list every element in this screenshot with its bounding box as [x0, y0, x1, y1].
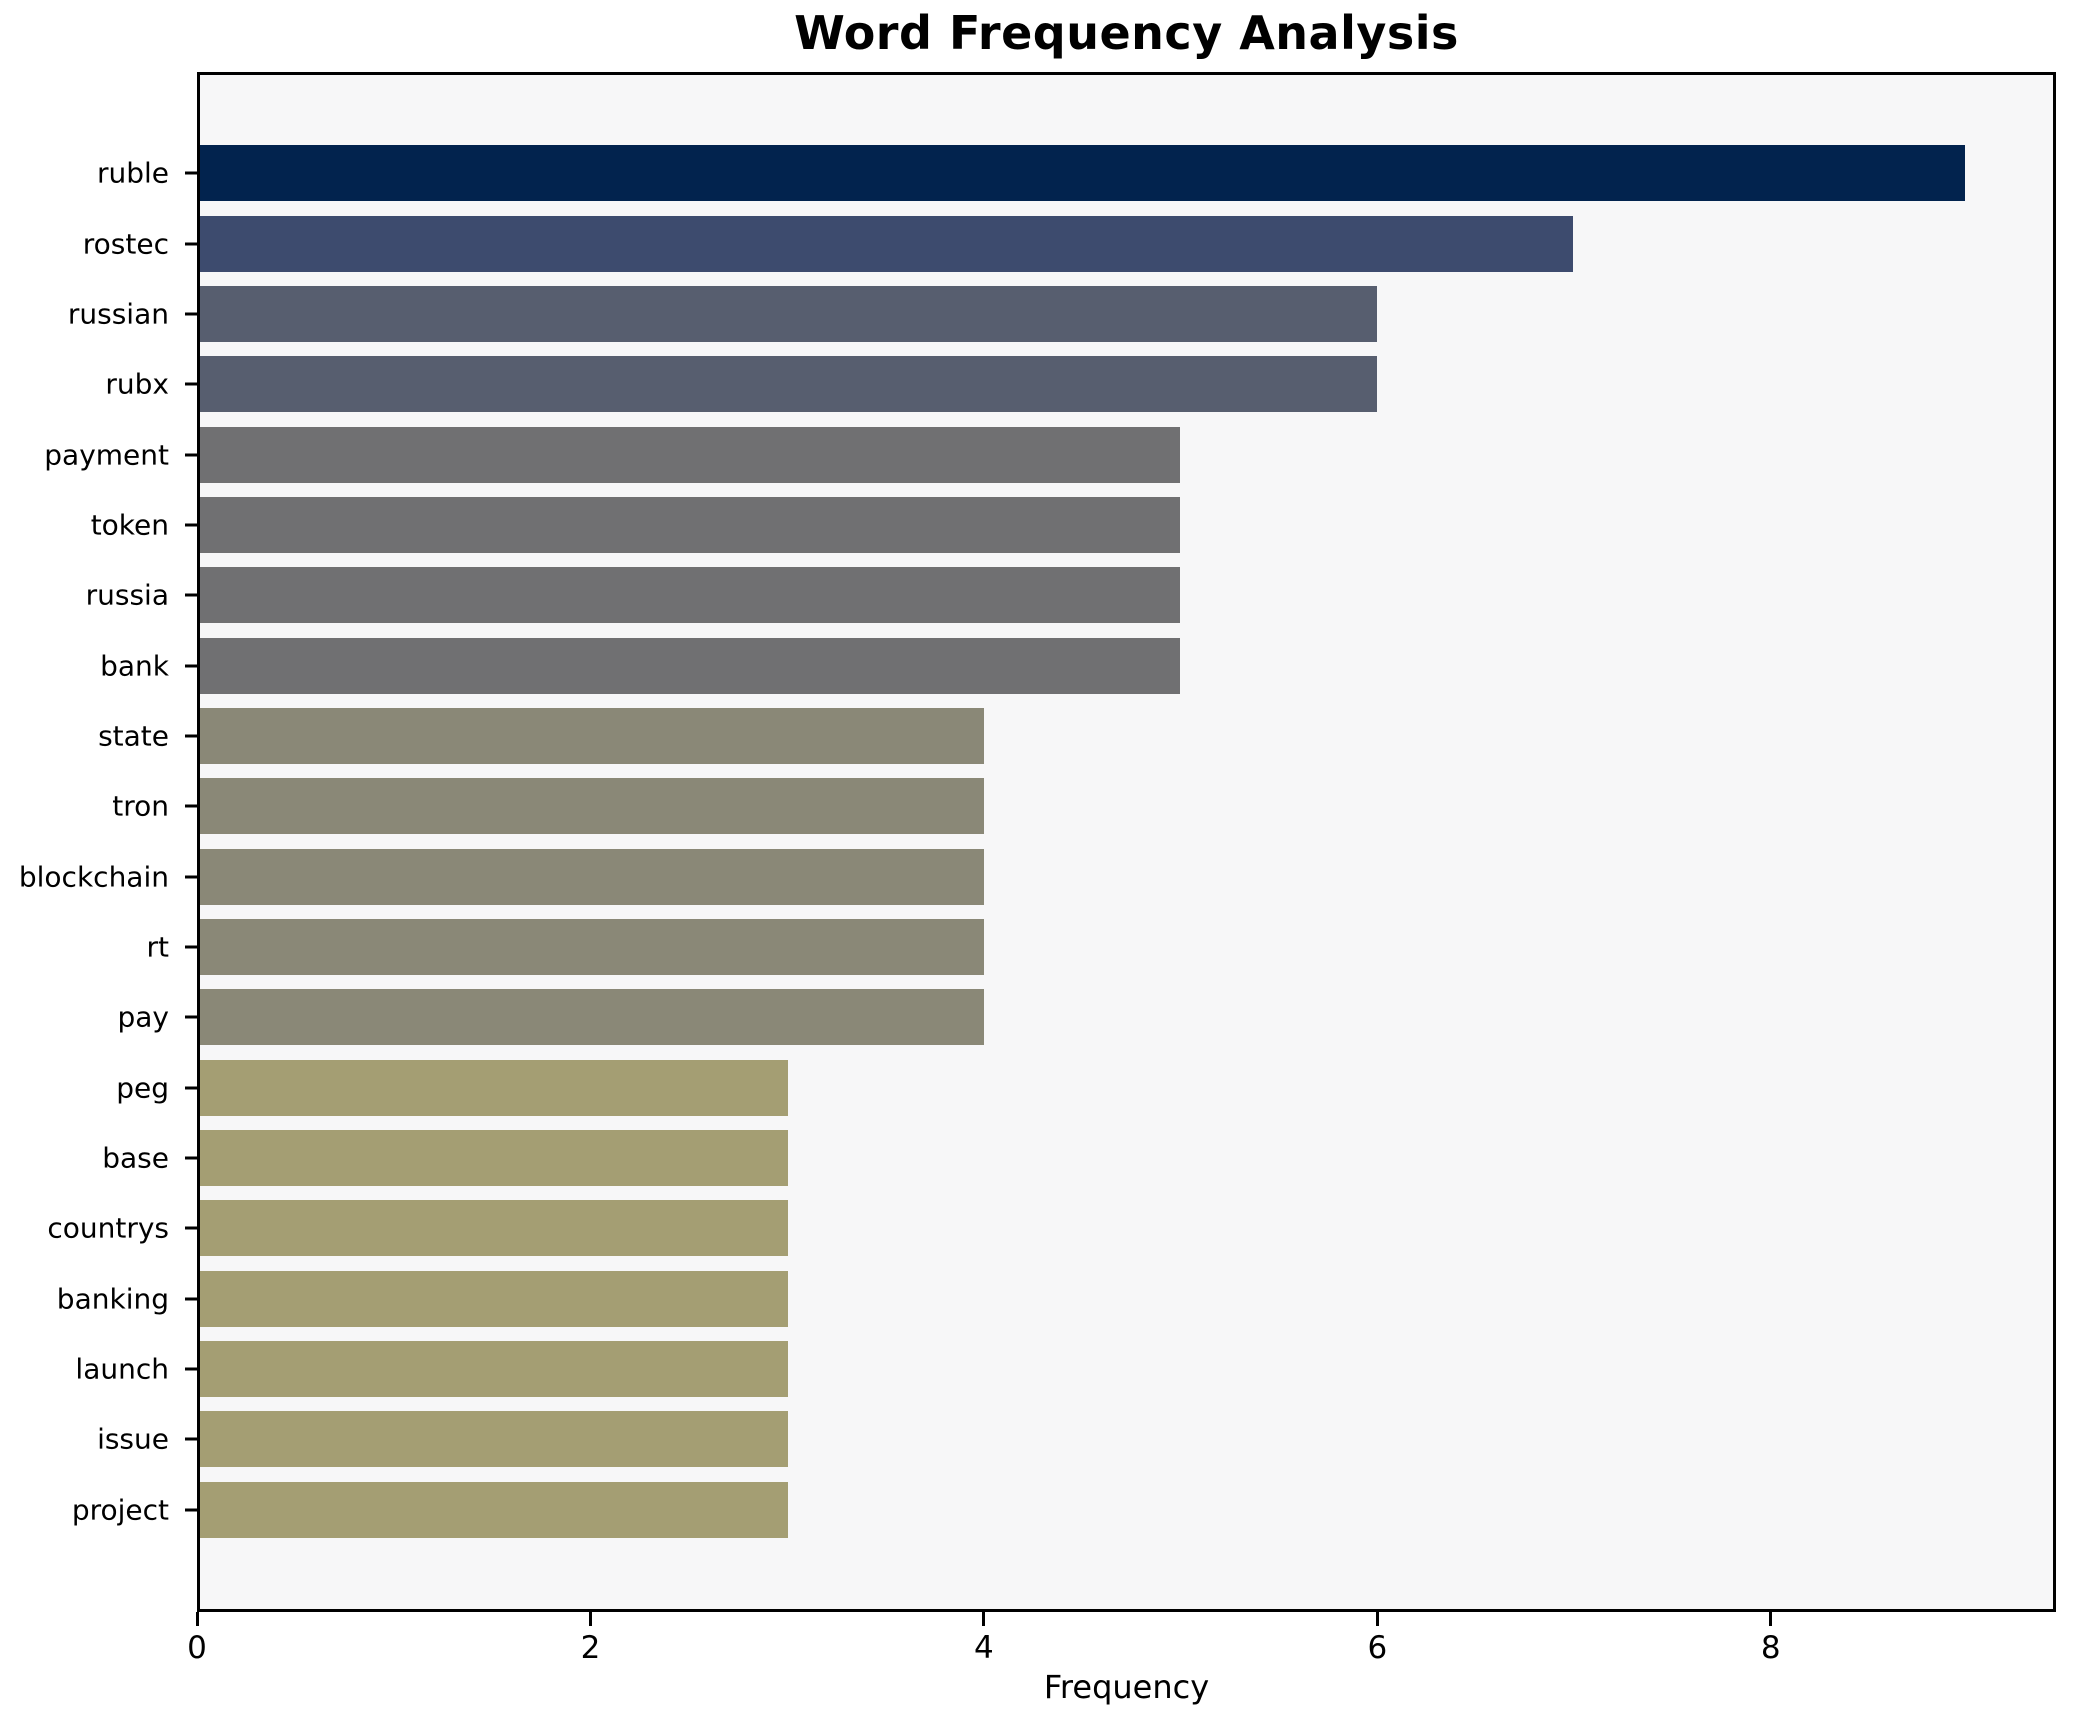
y-tick-mark	[185, 804, 197, 808]
x-tick-mark	[1769, 1612, 1773, 1626]
y-tick-mark	[185, 664, 197, 668]
y-axis-label: banking	[56, 1282, 169, 1316]
bar-pay	[200, 989, 985, 1046]
x-tick-label: 0	[187, 1630, 207, 1666]
x-tick-mark	[982, 1612, 986, 1626]
plot-area: ruble rostec russian rubx payment token russia…	[19, 72, 2056, 1612]
bar-russia	[200, 567, 1181, 624]
bar-row: project	[72, 1475, 2053, 1545]
y-tick-mark	[185, 453, 197, 457]
bar-issue	[200, 1411, 789, 1468]
y-axis-label: state	[98, 719, 169, 753]
bar-row: issue	[97, 1404, 2053, 1474]
y-axis-label: issue	[97, 1422, 169, 1456]
y-tick-mark	[185, 1156, 197, 1160]
bar-row: state	[98, 701, 2053, 771]
bar-banking	[200, 1270, 789, 1327]
bar-bank	[200, 637, 1181, 694]
bar-base	[200, 1129, 789, 1186]
bar-row: countrys	[47, 1193, 2053, 1263]
y-axis-label: russian	[67, 297, 169, 331]
bar-rostec	[200, 215, 1573, 272]
y-tick-mark	[185, 1297, 197, 1301]
y-axis-label: peg	[116, 1071, 169, 1105]
bar-rubx	[200, 356, 1377, 413]
bar-row: russian	[68, 279, 2053, 349]
bar-ruble	[200, 145, 1965, 202]
y-axis-label: project	[71, 1493, 169, 1527]
chart-title: Word Frequency Analysis	[794, 6, 1459, 60]
x-tick-label: 6	[1367, 1630, 1388, 1666]
bar-state	[200, 707, 985, 764]
y-axis-label: launch	[75, 1352, 169, 1386]
y-tick-mark	[185, 242, 197, 246]
y-tick-mark	[185, 1367, 197, 1371]
bar-row: banking	[57, 1264, 2053, 1334]
bar-payment	[200, 426, 1181, 483]
y-tick-mark	[185, 1015, 197, 1019]
y-axis-label: rubx	[105, 367, 169, 401]
y-axis-label: tron	[112, 789, 169, 823]
x-axis-title: Frequency	[1043, 1668, 1210, 1706]
bar-countrys	[200, 1200, 789, 1257]
y-axis-label: token	[90, 508, 169, 542]
y-tick-mark	[185, 1086, 197, 1090]
bar-row: rubx	[105, 349, 2053, 419]
bar-project	[200, 1481, 789, 1538]
bar-russian	[200, 285, 1377, 342]
y-axis-label: russia	[85, 578, 169, 612]
y-axis-label: rt	[146, 930, 170, 964]
bar-row: peg	[116, 1052, 2053, 1122]
y-tick-mark	[185, 382, 197, 386]
y-axis-label: bank	[100, 649, 169, 683]
y-tick-mark	[185, 593, 197, 597]
y-tick-mark	[185, 1508, 197, 1512]
y-tick-mark	[185, 523, 197, 527]
y-axis-label: base	[102, 1141, 169, 1175]
y-tick-mark	[185, 734, 197, 738]
bar-row: blockchain	[19, 841, 2053, 911]
y-tick-mark	[185, 1437, 197, 1441]
y-tick-mark	[185, 945, 197, 949]
bar-row: bank	[100, 630, 2053, 700]
y-axis-label: blockchain	[18, 860, 169, 894]
y-tick-mark	[185, 875, 197, 879]
bar-row: ruble	[97, 138, 2053, 208]
y-tick-mark	[185, 171, 197, 175]
y-axis-label: countrys	[47, 1211, 169, 1245]
x-tick-label: 8	[1760, 1630, 1781, 1666]
bar-row: tron	[112, 771, 2053, 841]
y-tick-mark	[185, 312, 197, 316]
y-tick-mark	[185, 1226, 197, 1230]
bar-row: russia	[86, 560, 2053, 630]
bar-row: pay	[117, 982, 2053, 1052]
bar-blockchain	[200, 848, 985, 905]
x-tick-label: 4	[974, 1630, 994, 1666]
bar-row: payment	[44, 419, 2053, 489]
x-tick-mark	[1375, 1612, 1379, 1626]
bar-tron	[200, 778, 985, 835]
y-axis-label: payment	[44, 438, 169, 472]
x-tick-mark	[195, 1612, 199, 1626]
bar-row: rostec	[83, 208, 2053, 278]
x-tick-label: 2	[580, 1630, 601, 1666]
bar-peg	[200, 1059, 789, 1116]
x-tick-mark	[588, 1612, 592, 1626]
y-axis-label: pay	[117, 1000, 169, 1034]
bar-launch	[200, 1341, 789, 1398]
y-axis-label: rostec	[82, 227, 169, 261]
bar-row: rt	[147, 912, 2053, 982]
bar-row: base	[102, 1123, 2053, 1193]
bar-row: launch	[75, 1334, 2053, 1404]
bar-row: token	[91, 490, 2053, 560]
bar-token	[200, 496, 1181, 553]
bar-rows-container: ruble rostec russian rubx payment token russia…	[19, 75, 2053, 1609]
y-axis-label: ruble	[96, 156, 169, 190]
bar-rt	[200, 918, 985, 975]
